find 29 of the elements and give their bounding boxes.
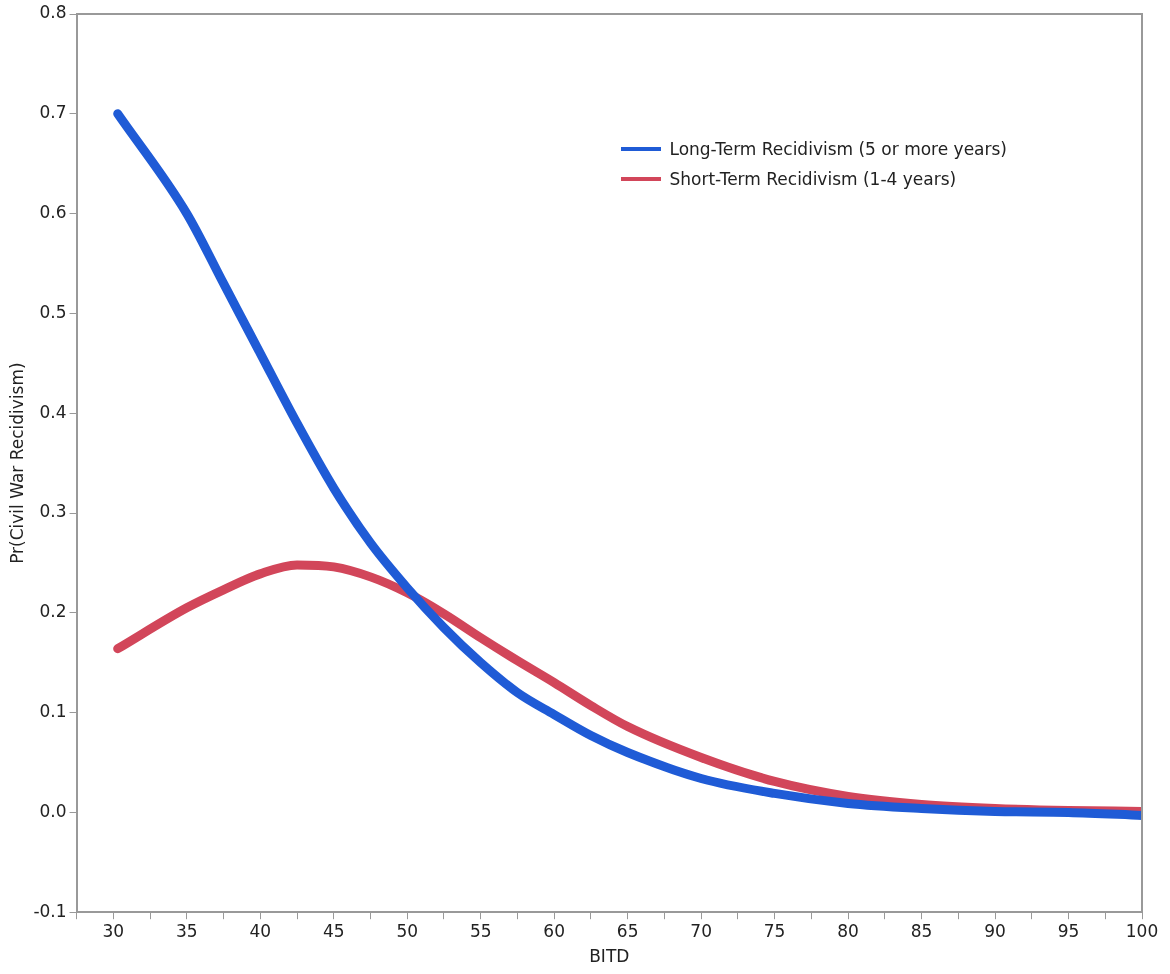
x-tick-label: 50 xyxy=(396,920,419,941)
y-tick-label: 0.5 xyxy=(39,301,67,322)
y-tick-label: 0.7 xyxy=(39,102,67,123)
x-tick-label: 90 xyxy=(984,920,1006,941)
y-tick-label: 0.0 xyxy=(39,800,67,821)
y-tick-label: 0.1 xyxy=(39,701,67,722)
y-axis-title: Pr(Civil War Recidivism) xyxy=(6,362,27,564)
y-tick-label: 0.6 xyxy=(39,202,67,223)
x-axis-title: BITD xyxy=(589,946,630,967)
x-tick-label: 80 xyxy=(837,920,859,941)
x-tick-label: 60 xyxy=(543,920,565,941)
x-tick-label: 75 xyxy=(763,920,786,941)
x-tick-label: 95 xyxy=(1057,920,1080,941)
x-tick-label: 65 xyxy=(616,920,639,941)
x-tick-label: 45 xyxy=(322,920,345,941)
x-tick-label: 85 xyxy=(910,920,933,941)
x-tick-label: 35 xyxy=(175,920,198,941)
x-tick-label: 55 xyxy=(469,920,492,941)
legend-label: Short-Term Recidivism (1-4 years) xyxy=(669,168,957,191)
y-tick-label: 0.2 xyxy=(39,601,67,622)
y-tick-label: 0.4 xyxy=(39,401,67,422)
y-tick-label: -0.1 xyxy=(33,900,67,921)
x-tick-label: 30 xyxy=(102,920,125,941)
x-tick-label: 40 xyxy=(249,920,272,941)
x-tick-label: 70 xyxy=(690,920,712,941)
y-tick-label: 0.3 xyxy=(39,501,67,522)
y-tick-label: 0.8 xyxy=(39,2,67,23)
legend-label: Long-Term Recidivism (5 or more years) xyxy=(669,138,1007,161)
x-tick-label: 100 xyxy=(1125,920,1159,941)
